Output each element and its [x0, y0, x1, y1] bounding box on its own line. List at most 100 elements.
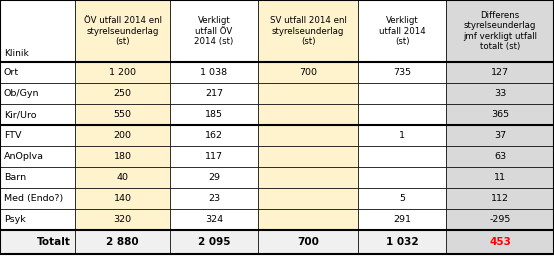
Bar: [358, 209, 446, 230]
Bar: [258, 0, 358, 62]
Text: 453: 453: [489, 237, 511, 247]
Bar: [0, 0, 75, 62]
Text: 200: 200: [114, 131, 131, 140]
Text: 40: 40: [116, 173, 129, 182]
Text: 700: 700: [297, 237, 319, 247]
Bar: [0, 62, 75, 83]
Text: Differens
styrelseunderlag
jmf verkligt utfall
totalt (st): Differens styrelseunderlag jmf verkligt …: [463, 11, 537, 51]
Bar: [358, 104, 446, 125]
Bar: [75, 230, 170, 254]
Text: 11: 11: [494, 173, 506, 182]
Text: Ob/Gyn: Ob/Gyn: [4, 89, 39, 98]
Bar: [75, 83, 170, 104]
Text: 33: 33: [494, 89, 506, 98]
Bar: [170, 125, 258, 146]
Text: 250: 250: [114, 89, 131, 98]
Bar: [358, 125, 446, 146]
Bar: [446, 167, 554, 188]
Bar: [358, 188, 446, 209]
Bar: [446, 83, 554, 104]
Bar: [0, 230, 75, 254]
Text: 217: 217: [205, 89, 223, 98]
Bar: [258, 230, 358, 254]
Text: 140: 140: [114, 194, 131, 203]
Bar: [170, 188, 258, 209]
Bar: [0, 104, 75, 125]
Bar: [358, 167, 446, 188]
Bar: [170, 167, 258, 188]
Bar: [358, 146, 446, 167]
Text: 700: 700: [299, 68, 317, 77]
Text: Med (Endo?): Med (Endo?): [4, 194, 63, 203]
Text: 320: 320: [114, 215, 131, 224]
Text: 185: 185: [205, 110, 223, 119]
Bar: [75, 125, 170, 146]
Text: Psyk: Psyk: [4, 215, 25, 224]
Bar: [170, 230, 258, 254]
Text: Verkligt
utfall 2014
(st): Verkligt utfall 2014 (st): [378, 16, 425, 46]
Text: 1: 1: [399, 131, 405, 140]
Bar: [258, 188, 358, 209]
Bar: [170, 104, 258, 125]
Bar: [75, 0, 170, 62]
Text: 735: 735: [393, 68, 411, 77]
Text: 162: 162: [205, 131, 223, 140]
Text: 1 032: 1 032: [386, 237, 418, 247]
Bar: [170, 83, 258, 104]
Bar: [75, 0, 170, 62]
Bar: [75, 104, 170, 125]
Text: 291: 291: [393, 215, 411, 224]
Text: 2 880: 2 880: [106, 237, 139, 247]
Bar: [258, 125, 358, 146]
Text: Totalt: Totalt: [37, 237, 71, 247]
Bar: [170, 209, 258, 230]
Bar: [0, 125, 75, 146]
Bar: [258, 146, 358, 167]
Bar: [0, 209, 75, 230]
Bar: [170, 0, 258, 62]
Bar: [446, 146, 554, 167]
Bar: [358, 0, 446, 62]
Text: Klinik: Klinik: [4, 49, 29, 58]
Bar: [446, 209, 554, 230]
Text: Kir/Uro: Kir/Uro: [4, 110, 37, 119]
Bar: [170, 146, 258, 167]
Text: 1 038: 1 038: [201, 68, 228, 77]
Bar: [446, 0, 554, 62]
Bar: [258, 104, 358, 125]
Text: 127: 127: [491, 68, 509, 77]
Bar: [358, 83, 446, 104]
Bar: [358, 0, 446, 62]
Bar: [258, 83, 358, 104]
Bar: [258, 0, 358, 62]
Bar: [258, 167, 358, 188]
Bar: [358, 230, 446, 254]
Bar: [170, 0, 258, 62]
Bar: [446, 104, 554, 125]
Bar: [170, 62, 258, 83]
Bar: [446, 62, 554, 83]
Text: 63: 63: [494, 152, 506, 161]
Text: -295: -295: [489, 215, 511, 224]
Bar: [0, 146, 75, 167]
Bar: [258, 209, 358, 230]
Bar: [258, 62, 358, 83]
Text: ÖV utfall 2014 enl
styrelseunderlag
(st): ÖV utfall 2014 enl styrelseunderlag (st): [84, 16, 162, 46]
Text: 5: 5: [399, 194, 405, 203]
Bar: [446, 0, 554, 62]
Bar: [446, 188, 554, 209]
Text: 23: 23: [208, 194, 220, 203]
Text: Barn: Barn: [4, 173, 26, 182]
Text: 37: 37: [494, 131, 506, 140]
Bar: [0, 167, 75, 188]
Bar: [0, 83, 75, 104]
Text: AnOplva: AnOplva: [4, 152, 44, 161]
Bar: [358, 62, 446, 83]
Text: 2 095: 2 095: [198, 237, 230, 247]
Bar: [75, 188, 170, 209]
Text: 180: 180: [114, 152, 131, 161]
Bar: [0, 188, 75, 209]
Text: SV utfall 2014 enl
styrelseunderlag
(st): SV utfall 2014 enl styrelseunderlag (st): [270, 16, 346, 46]
Text: 365: 365: [491, 110, 509, 119]
Text: 324: 324: [205, 215, 223, 224]
